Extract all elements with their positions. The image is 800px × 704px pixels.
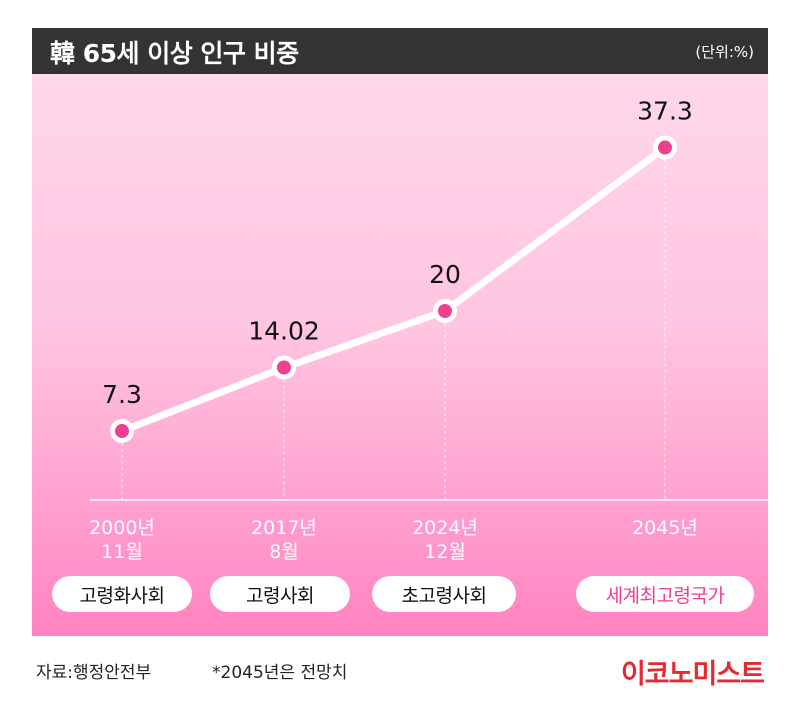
x-tick-label-2-0: 2024년: [412, 517, 478, 539]
x-tick-label-0-0: 2000년: [89, 517, 155, 539]
data-point-2: [438, 304, 452, 318]
title-bar: 韓 65세 이상 인구 비중 (단위:%): [32, 28, 768, 74]
series-line: [118, 144, 669, 435]
source-text: 자료:행정안전부: [36, 663, 152, 683]
x-tick-label-1-0: 2017년: [251, 517, 317, 539]
x-tick-label-3-0: 2045년: [632, 517, 698, 539]
data-label-3: 37.3: [637, 97, 693, 126]
note-text: *2045년은 전망치: [212, 663, 348, 683]
stage-pill-0: 고령화사회: [52, 576, 192, 612]
data-point-0: [115, 424, 129, 439]
data-label-0: 7.3: [102, 380, 142, 409]
data-label-1: 14.02: [248, 317, 320, 346]
data-label-2: 20: [429, 260, 461, 289]
stage-pill-1: 고령사회: [210, 576, 350, 612]
stage-pill-2: 초고령사회: [372, 576, 516, 612]
stage-pill-3: 세계최고령국가: [576, 576, 754, 612]
x-tick-label-2-1: 12월: [424, 541, 466, 563]
data-point-1: [277, 360, 291, 375]
unit-label: (단위:%): [695, 43, 754, 61]
brand-logo: 이코노미스트: [620, 659, 765, 690]
chart-title: 韓 65세 이상 인구 비중: [50, 39, 299, 68]
x-tick-label-0-1: 11월: [101, 541, 143, 563]
chart-panel: [32, 74, 768, 636]
data-point-3: [658, 140, 672, 155]
x-tick-label-1-1: 8월: [269, 541, 299, 563]
